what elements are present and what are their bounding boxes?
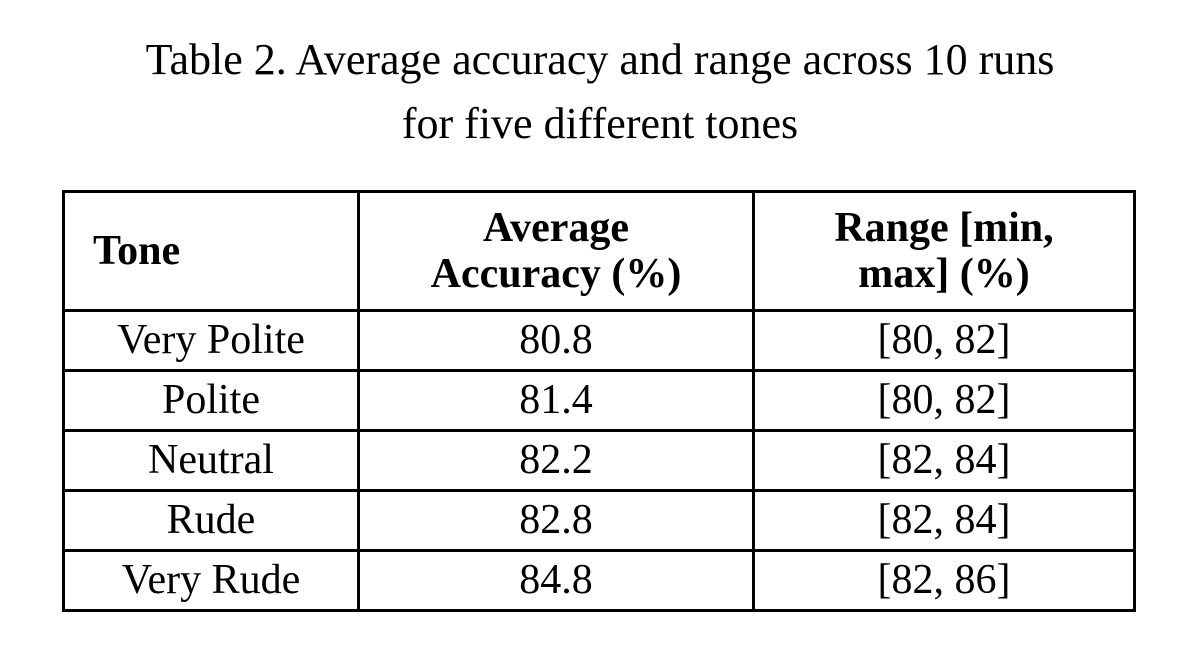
table-cell: [82, 84] <box>752 429 1136 492</box>
table-cell: 81.4 <box>357 369 755 432</box>
table-cell: [80, 82] <box>752 309 1136 372</box>
caption-line: for five different tones <box>401 99 799 148</box>
header-cell: Average Accuracy (%) <box>357 190 755 312</box>
results-table: Tone Average Accuracy (%) Range [min, max]… <box>62 190 1136 612</box>
table-cell: [80, 82] <box>752 369 1136 432</box>
table-row: Neutral 82.2 [82, 84] <box>62 429 1136 492</box>
table-cell: [82, 86] <box>752 549 1136 612</box>
caption-line: Table 2. Average accuracy and range acro… <box>145 35 1055 84</box>
table-cell: 80.8 <box>357 309 755 372</box>
header-line: Range [min, <box>834 205 1054 251</box>
header-line: max] (%) <box>858 251 1030 297</box>
table-caption: Table 2. Average accuracy and range acro… <box>0 28 1200 156</box>
header-row: Tone Average Accuracy (%) Range [min, max]… <box>62 190 1136 312</box>
table-row: Very Polite 80.8 [80, 82] <box>62 309 1136 372</box>
header-line: Accuracy (%) <box>430 251 682 297</box>
table-row: Rude 82.8 [82, 84] <box>62 489 1136 552</box>
table-cell: Rude <box>62 489 360 552</box>
table-cell: Neutral <box>62 429 360 492</box>
table-row: Polite 81.4 [80, 82] <box>62 369 1136 432</box>
header-cell: Range [min, max] (%) <box>752 190 1136 312</box>
table-cell: [82, 84] <box>752 489 1136 552</box>
table-cell: Polite <box>62 369 360 432</box>
header-line: Average <box>482 205 630 251</box>
table-cell: 82.2 <box>357 429 755 492</box>
table-cell: Very Rude <box>62 549 360 612</box>
header-cell: Tone <box>62 190 360 312</box>
table-body: Very Polite 80.8 [80, 82] Polite 81.4 [80, 82… <box>62 309 1136 612</box>
header-line: Tone <box>93 228 181 274</box>
table-cell: 84.8 <box>357 549 755 612</box>
table-cell: Very Polite <box>62 309 360 372</box>
table-cell: 82.8 <box>357 489 755 552</box>
table-row: Very Rude 84.8 [82, 86] <box>62 549 1136 612</box>
